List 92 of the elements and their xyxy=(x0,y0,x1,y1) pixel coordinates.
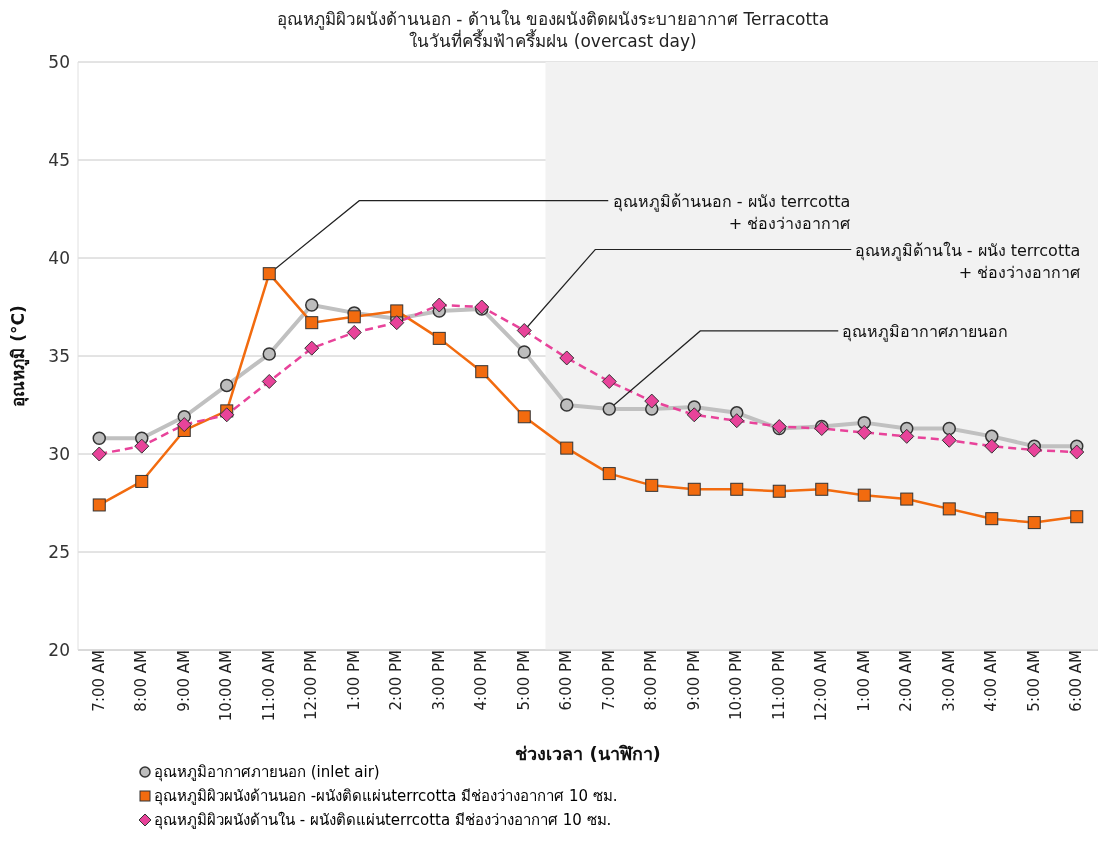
x-tick-label: 11:00 AM xyxy=(259,650,278,722)
point xyxy=(134,438,150,454)
point xyxy=(942,421,956,436)
point xyxy=(262,347,276,361)
point xyxy=(431,297,447,313)
x-tick-label: 6:00 AM xyxy=(1067,650,1086,712)
annotation: อุณหภูมิอากาศภายนอก xyxy=(842,321,1009,342)
point xyxy=(91,446,107,462)
point xyxy=(346,324,362,340)
point xyxy=(305,316,319,330)
y-tick-label: 50 xyxy=(48,52,70,73)
point xyxy=(92,431,106,446)
point xyxy=(135,474,149,488)
point xyxy=(559,350,575,366)
x-tick-label: 10:00 AM xyxy=(217,650,236,722)
point xyxy=(856,424,872,440)
point xyxy=(92,498,106,512)
x-tick-label: 4:00 AM xyxy=(982,650,1001,712)
point xyxy=(390,304,404,318)
point xyxy=(815,482,829,496)
point xyxy=(602,467,616,481)
point xyxy=(517,410,531,424)
x-tick-label: 7:00 PM xyxy=(599,650,618,711)
point xyxy=(984,438,1000,454)
legend-label: อุณหภูมิอากาศภายนอก (inlet air) xyxy=(154,762,380,784)
point xyxy=(985,512,999,526)
point xyxy=(304,340,320,356)
y-tick-label: 20 xyxy=(48,640,70,661)
point xyxy=(686,407,702,423)
chart-title: อุณหภูมิผิวผนังด้านนอก - ด้านใน ของผนังติดผนังระบายอากาศ Terracotta xyxy=(275,8,831,30)
x-tick-label: 8:00 AM xyxy=(132,650,151,712)
point xyxy=(475,365,489,379)
point xyxy=(602,402,616,416)
point xyxy=(730,482,744,496)
point xyxy=(261,373,277,389)
x-tick-label: 2:00 AM xyxy=(897,650,916,712)
point xyxy=(941,432,957,448)
point xyxy=(857,488,871,502)
y-tick-label: 35 xyxy=(48,346,70,367)
annotation: อุณหภูมิด้านนอก - ผนัง terrcotta + ช่องว่างอากาศ xyxy=(612,191,851,233)
point xyxy=(432,331,446,345)
point xyxy=(687,482,701,496)
x-tick-label: 5:00 AM xyxy=(1024,650,1043,712)
y-tick-label: 25 xyxy=(48,542,70,563)
point xyxy=(645,478,659,492)
point xyxy=(220,378,234,393)
point xyxy=(772,484,786,498)
point xyxy=(1070,510,1084,524)
point xyxy=(347,310,361,324)
y-tick-label: 40 xyxy=(48,248,70,269)
point xyxy=(219,407,235,423)
x-tick-label: 7:00 AM xyxy=(89,650,108,712)
x-tick-label: 3:00 AM xyxy=(939,650,958,712)
x-tick-label: 4:00 PM xyxy=(472,650,491,711)
x-tick-label: 5:00 PM xyxy=(514,650,533,711)
point xyxy=(176,417,192,433)
chart-subtitle: ในวันที่ครึ้มฟ้าครึ้มฝน (overcast day) xyxy=(409,30,698,52)
point xyxy=(942,502,956,516)
y-axis-title: อุณหภูมิ (°C) xyxy=(8,305,31,407)
point xyxy=(729,413,745,429)
x-tick-label: 12:00 PM xyxy=(302,650,321,720)
point xyxy=(305,298,319,312)
x-tick-label: 9:00 AM xyxy=(174,650,193,712)
annotation: อุณหภูมิด้านใน - ผนัง terrcotta + ช่องว่างอากาศ xyxy=(854,240,1081,282)
point xyxy=(516,323,532,339)
point xyxy=(389,315,405,331)
point xyxy=(644,393,660,409)
x-tick-label: 1:00 AM xyxy=(854,650,873,712)
point xyxy=(1027,516,1041,530)
point xyxy=(900,492,914,506)
point xyxy=(1026,442,1042,458)
point xyxy=(560,441,574,455)
point xyxy=(262,267,276,281)
point xyxy=(517,345,531,359)
x-tick-label: 10:00 PM xyxy=(727,650,746,720)
legend-label: อุณหภูมิผิวผนังด้านใน - ผนังติดแผ่นterrcotta มีช่องว่างอากาศ 10 ซม. xyxy=(154,810,612,832)
y-tick-label: 30 xyxy=(48,444,70,465)
legend-label: อุณหภูมิผิวผนังด้านนอก -ผนังติดแผ่นterrcotta มีช่องว่างอากาศ 10 ซม. xyxy=(154,786,618,808)
point xyxy=(560,398,574,412)
x-tick-label: 3:00 PM xyxy=(429,650,448,711)
x-tick-label: 8:00 PM xyxy=(642,650,661,711)
x-tick-label: 1:00 PM xyxy=(344,650,363,711)
x-tick-label: 11:00 PM xyxy=(769,650,788,720)
point xyxy=(1069,444,1085,460)
point xyxy=(601,373,617,389)
y-tick-label: 45 xyxy=(48,150,70,171)
x-tick-label: 6:00 PM xyxy=(557,650,576,711)
x-tick-label: 12:00 AM xyxy=(812,650,831,722)
x-tick-label: 9:00 PM xyxy=(684,650,703,711)
x-tick-label: 2:00 PM xyxy=(387,650,406,711)
x-axis-title: ช่วงเวลา (นาฬิกา) xyxy=(515,743,661,764)
point xyxy=(899,428,915,444)
